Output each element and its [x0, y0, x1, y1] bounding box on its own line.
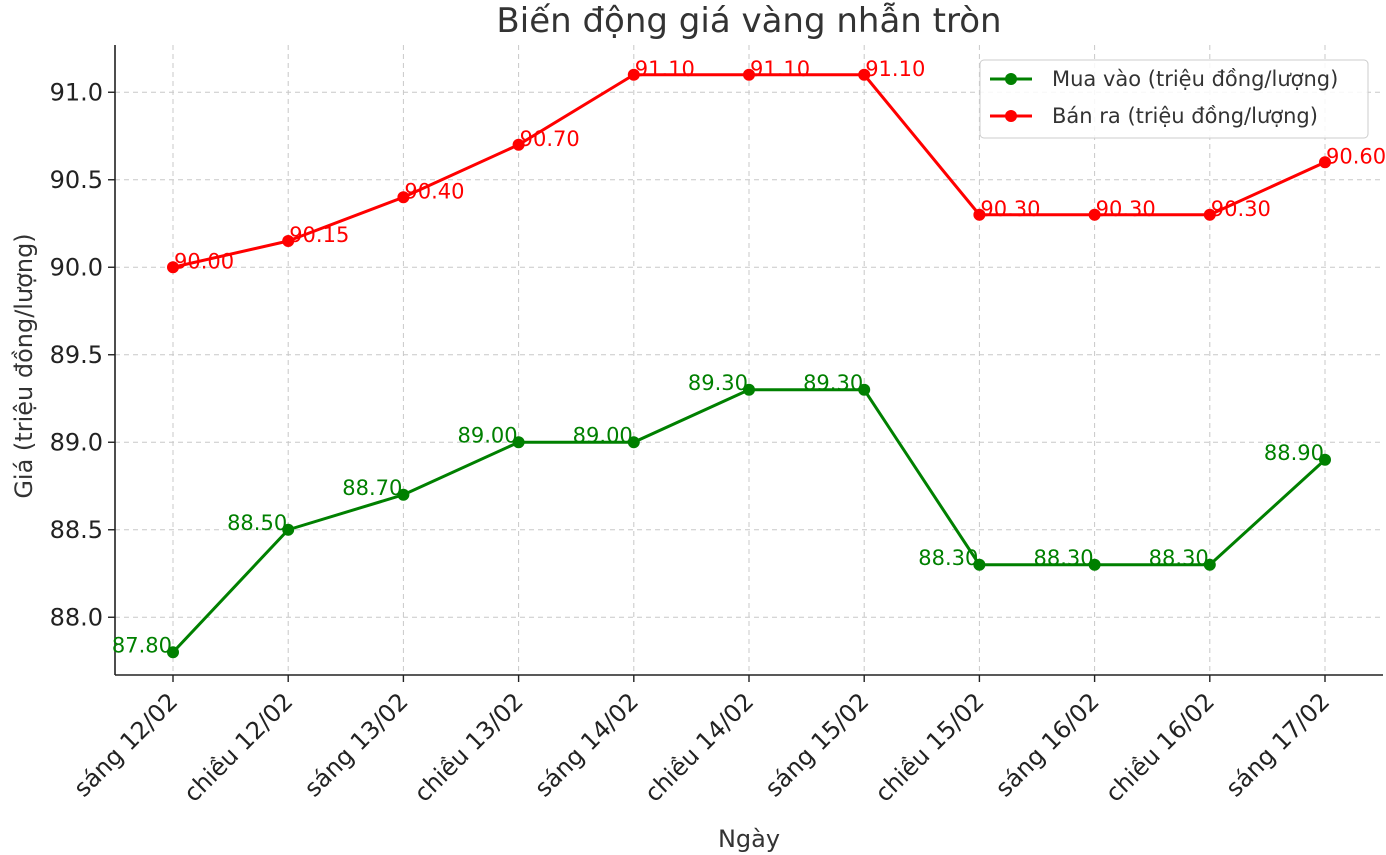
x-tick-label: sáng 16/02 [990, 687, 1105, 802]
x-tick-label: sáng 15/02 [760, 687, 875, 802]
data-point [1203, 558, 1216, 571]
data-point [282, 523, 295, 536]
data-label: 88.30 [1033, 546, 1093, 570]
data-label: 91.10 [865, 57, 925, 81]
legend-entry: Bán ra (triệu đồng/lượng) [1052, 104, 1318, 128]
data-label: 89.30 [688, 371, 748, 395]
series-sell: 90.00 90.15 90.40 90.70 91.10 91.10 91.10 90.30… [167, 57, 1386, 274]
data-label: 88.30 [1149, 546, 1209, 570]
data-point [282, 235, 295, 247]
data-label: 90.15 [289, 223, 349, 247]
data-point [627, 436, 640, 449]
data-point [1088, 558, 1101, 571]
x-tick-label: chiều 16/02 [1100, 687, 1220, 807]
legend: Mua vào (triệu đồng/lượng) Bán ra (triệu … [979, 59, 1369, 139]
series-layer: 87.80 88.50 88.70 89.00 89.00 89.30 89.30 88.30… [112, 57, 1386, 659]
x-tick-label: chiều 13/02 [409, 687, 529, 807]
data-label: 91.10 [750, 57, 810, 81]
y-tick-labels: 88.0 88.5 89.0 89.5 90.0 90.5 91.0 [50, 78, 115, 631]
data-label: 89.00 [457, 423, 517, 447]
series-buy: 87.80 88.50 88.70 89.00 89.00 89.30 89.30 88.30… [112, 371, 1331, 659]
data-point [743, 68, 755, 81]
x-tick-label: sáng 17/02 [1220, 687, 1335, 802]
data-label: 89.00 [573, 423, 633, 447]
data-label: 88.50 [227, 511, 287, 535]
data-point [1203, 208, 1216, 221]
data-point [743, 383, 755, 396]
data-label: 91.10 [635, 57, 695, 81]
data-point [973, 558, 986, 571]
legend-marker [1005, 73, 1017, 85]
data-point [973, 208, 986, 221]
data-label: 89.30 [803, 371, 863, 395]
data-label: 87.80 [112, 633, 172, 657]
data-label: 90.30 [1096, 197, 1156, 221]
data-point [397, 191, 410, 204]
data-point [858, 68, 871, 81]
x-axis-label: Ngày [718, 825, 780, 853]
legend-box [979, 59, 1369, 139]
data-label: 90.30 [1211, 197, 1271, 221]
x-tick-label: chiều 14/02 [639, 687, 759, 807]
y-tick-label: 90.5 [50, 166, 103, 194]
data-label: 90.60 [1326, 144, 1386, 168]
y-tick-label: 90.0 [50, 253, 103, 281]
data-point [1319, 156, 1331, 169]
data-point [858, 383, 871, 396]
data-point [512, 138, 525, 151]
data-point [167, 646, 179, 659]
data-point [512, 436, 525, 449]
legend-marker [1005, 110, 1017, 122]
data-point [1088, 208, 1101, 221]
data-point [627, 68, 640, 81]
data-label: 90.00 [174, 249, 234, 273]
data-label: 90.70 [520, 127, 580, 151]
x-tick-label: sáng 13/02 [299, 687, 414, 802]
data-label: 90.30 [980, 197, 1040, 221]
grid [115, 45, 1383, 675]
y-axis-label: Giá (triệu đồng/lượng) [10, 233, 38, 498]
legend-entry: Mua vào (triệu đồng/lượng) [1052, 67, 1338, 91]
y-tick-label: 88.5 [50, 516, 103, 544]
x-tick-label: chiều 15/02 [870, 687, 990, 807]
data-point [1319, 453, 1331, 466]
y-tick-label: 89.0 [50, 428, 103, 456]
x-tick-label: sáng 12/02 [68, 687, 183, 802]
x-tick-label: chiều 12/02 [178, 687, 298, 807]
x-tick-label: sáng 14/02 [529, 687, 644, 802]
data-label: 90.40 [404, 179, 464, 203]
data-point [167, 261, 179, 274]
y-tick-label: 88.0 [50, 603, 103, 631]
y-tick-label: 91.0 [50, 78, 103, 106]
data-label: 88.30 [918, 546, 978, 570]
data-label: 88.70 [342, 476, 402, 500]
data-label: 88.90 [1264, 441, 1324, 465]
data-point [397, 488, 410, 501]
y-tick-label: 89.5 [50, 341, 103, 369]
chart-title: Biến động giá vàng nhẫn tròn [496, 1, 1001, 41]
